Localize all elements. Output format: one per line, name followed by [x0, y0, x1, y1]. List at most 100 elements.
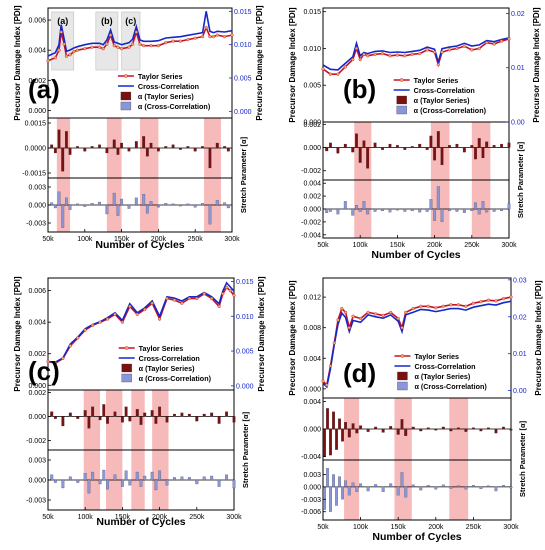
- taylor-point: [479, 300, 483, 304]
- alpha-taylor-bar: [500, 143, 503, 148]
- alpha-taylor-bar: [226, 147, 230, 152]
- alpha-cross-bar: [195, 479, 199, 485]
- alpha-taylor-bar: [61, 416, 65, 427]
- legend-swatch-box: [121, 373, 132, 383]
- alpha-cross-bar: [201, 203, 204, 206]
- legend-label: α (Taylor Series): [138, 92, 194, 101]
- taylor-point: [72, 50, 76, 54]
- alpha-taylor-bar: [120, 142, 124, 149]
- alpha-taylor-bar: [90, 146, 94, 149]
- alpha-taylor-bar: [456, 427, 460, 430]
- y-tick-label: -0.002: [301, 168, 321, 175]
- alpha-cross-bar: [83, 204, 87, 207]
- y-tick-label: 0.004: [303, 181, 321, 188]
- x-tick-label: 150k: [390, 242, 406, 249]
- taylor-point: [486, 298, 491, 302]
- alpha-cross-bar: [149, 201, 153, 206]
- taylor-point: [410, 52, 414, 56]
- y-tick-label: 0.000: [28, 203, 46, 210]
- alpha-taylor-bar: [195, 416, 199, 422]
- alpha-taylor-bar: [355, 133, 358, 148]
- axes-frame: [322, 459, 512, 521]
- legend-label: α (Cross-Correlation): [139, 374, 212, 383]
- taylor-point: [485, 40, 489, 45]
- taylor-point: [215, 33, 219, 37]
- inset-label: (a): [57, 16, 68, 26]
- taylor-point: [471, 301, 475, 305]
- taylor-point: [321, 67, 325, 71]
- legend-swatch-marker: [399, 78, 404, 82]
- y-tick-label: 0.000: [303, 484, 321, 491]
- alpha-taylor-bar: [389, 426, 393, 430]
- taylor-point: [116, 45, 120, 49]
- alpha-taylor-bar: [76, 146, 79, 149]
- taylor-point: [388, 54, 392, 58]
- taylor-point: [433, 50, 437, 54]
- alpha-taylor-bar: [343, 143, 347, 148]
- alpha-taylor-bar: [135, 409, 139, 417]
- x-tick-label: 150k: [115, 514, 131, 521]
- y-tick-label-right: 0.02: [513, 314, 527, 321]
- y-tick-label: 0.008: [303, 325, 321, 332]
- alpha-taylor-bar: [112, 139, 116, 149]
- legend-label: Taylor Series: [414, 352, 459, 361]
- alpha-taylor-bar: [441, 426, 445, 430]
- y-axis-label-stretch: Stretch Parameter [α]: [516, 141, 525, 218]
- alpha-cross-bar: [76, 203, 79, 206]
- alpha-cross-bar: [87, 479, 91, 494]
- highlight-band: [204, 118, 221, 232]
- highlight-band: [106, 118, 122, 232]
- x-tick-label: 300k: [224, 236, 240, 243]
- alpha-cross-bar: [329, 208, 332, 212]
- y-tick-label: 0.000: [303, 427, 321, 434]
- alpha-cross-bar: [68, 476, 72, 481]
- alpha-taylor-bar: [470, 145, 474, 148]
- alpha-taylor-bar: [193, 147, 197, 152]
- alpha-taylor-bar: [53, 147, 57, 154]
- alpha-cross-bar: [116, 204, 120, 216]
- alpha-taylor-bar: [142, 136, 146, 149]
- alpha-cross-bar: [426, 485, 430, 487]
- legend-label: Cross-Correlation: [414, 86, 475, 95]
- chart-panel-c: 0.0000.0020.0040.0060.0000.0050.0100.015…: [13, 276, 266, 528]
- taylor-point: [46, 360, 50, 364]
- alpha-taylor-bar: [186, 146, 190, 149]
- taylor-point: [440, 50, 444, 54]
- legend-label: α (Taylor Series): [414, 96, 470, 105]
- taylor-point: [105, 42, 109, 46]
- alpha-taylor-bar: [154, 416, 158, 424]
- taylor-point: [411, 306, 415, 311]
- legend-label: α (Taylor Series): [139, 364, 195, 373]
- taylor-point: [362, 52, 366, 56]
- alpha-taylor-bar: [449, 428, 453, 432]
- x-tick-label: 300k: [501, 242, 517, 249]
- taylor-point: [212, 35, 216, 39]
- y-axis-label-left: Precursor Damage Index [PDI]: [288, 7, 297, 122]
- alpha-cross-bar: [68, 204, 72, 210]
- taylor-point: [223, 35, 227, 39]
- taylor-point: [204, 25, 208, 30]
- taylor-point: [134, 30, 138, 34]
- alpha-taylor-bar: [344, 422, 348, 430]
- alpha-cross-bar: [112, 192, 116, 206]
- y-tick-label-right: 0.00: [513, 388, 527, 395]
- alpha-taylor-bar: [373, 142, 377, 148]
- y-tick-label: -0.006: [301, 509, 321, 516]
- alpha-cross-bar: [156, 204, 160, 208]
- y-tick-label: 0.002: [28, 78, 46, 85]
- alpha-taylor-bar: [127, 147, 131, 152]
- taylor-point: [381, 313, 385, 318]
- taylor-point: [143, 307, 147, 312]
- taylor-point: [75, 48, 80, 52]
- y-tick-label: -0.003: [26, 498, 46, 505]
- alpha-taylor-bar: [436, 131, 440, 148]
- taylor-point: [359, 316, 363, 321]
- taylor-point: [210, 296, 214, 301]
- taylor-point: [178, 39, 183, 43]
- x-tick-label: 250k: [188, 236, 204, 243]
- y-axis-label-right: Precursor Damage Index [PDI]: [532, 7, 541, 122]
- taylor-point: [53, 361, 58, 365]
- x-tick-label: 50k: [317, 242, 329, 249]
- y-tick-label: 0.000: [303, 386, 321, 393]
- taylor-point: [403, 54, 407, 58]
